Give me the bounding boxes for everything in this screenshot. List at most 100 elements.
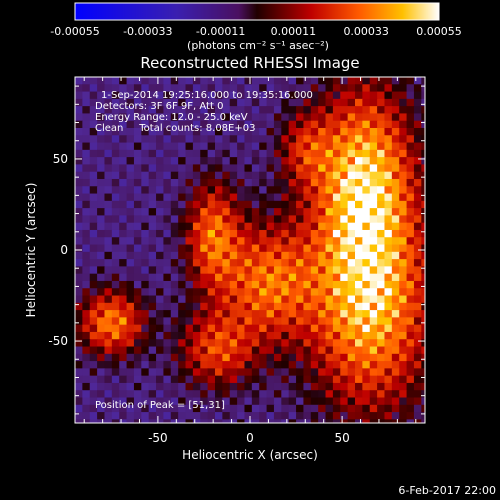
heatmap-cell [391,84,400,93]
heatmap-cell [281,84,290,93]
heatmap-cell [207,404,216,413]
heatmap-cell [421,251,425,260]
heatmap-cell [421,222,425,231]
heatmap-cell [340,120,349,129]
heatmap-cell [406,266,415,275]
heatmap-cell [200,98,209,107]
heatmap-cell [259,382,268,391]
heatmap-cell [75,142,83,151]
heatmap-cell [296,266,305,275]
heatmap-cell [215,419,223,423]
heatmap-cell [288,193,297,202]
heatmap-cell [296,77,305,85]
heatmap-cell [273,295,282,304]
heatmap-cell [355,237,363,246]
heatmap-cell [207,149,216,158]
heatmap-cell [244,215,253,224]
heatmap-cell [406,412,415,420]
heatmap-cell [119,113,128,122]
heatmap-cell [207,331,216,340]
heatmap-cell [251,397,260,406]
heatmap-cell [384,157,393,166]
heatmap-cell [273,171,282,180]
heatmap-cell [259,273,268,282]
heatmap-cell [266,382,275,391]
heatmap-cell [369,361,378,369]
heatmap-cell [104,171,113,180]
heatmap-cell [170,390,179,399]
heatmap-cell [126,353,135,362]
heatmap-cell [259,200,268,209]
heatmap-cell [133,266,142,275]
heatmap-cell [273,120,282,129]
heatmap-cell [355,412,363,420]
heatmap-cell [384,120,393,129]
heatmap-cell [318,331,327,340]
heatmap-cell [75,419,83,423]
heatmap-cell [384,302,393,311]
heatmap-cell [229,382,238,391]
heatmap-cell [355,77,363,85]
heatmap-cell [273,361,282,369]
heatmap-cell [215,244,223,253]
heatmap-cell [119,251,128,260]
heatmap-cell [222,331,231,340]
heatmap-cell [178,302,187,311]
heatmap-cell [384,310,393,318]
heatmap-cell [222,375,231,384]
heatmap-cell [266,237,275,246]
heatmap-cell [133,222,142,231]
heatmap-cell [119,84,128,93]
heatmap-cell [377,127,386,136]
heatmap-cell [369,280,378,289]
x-tick-label: 50 [334,431,349,445]
heatmap-cell [133,339,142,348]
heatmap-cell [362,98,371,107]
heatmap-cell [259,266,268,275]
heatmap-cell [148,375,157,384]
heatmap-cell [340,324,349,333]
heatmap-cell [229,127,238,136]
heatmap-cell [288,127,297,136]
heatmap-cell [192,84,201,93]
heatmap-cell [251,346,260,355]
heatmap-cell [244,390,253,399]
heatmap-cell [163,317,172,326]
heatmap-cell [192,215,201,224]
heatmap-cell [266,229,275,238]
heatmap-cell [119,273,128,282]
heatmap-cell [421,113,425,122]
heatmap-cell [192,382,201,391]
heatmap-cell [119,361,128,369]
heatmap-cell [406,324,415,333]
heatmap-cell [141,113,150,122]
heatmap-cell [391,229,400,238]
heatmap-cell [413,171,422,180]
heatmap-cell [229,324,238,333]
heatmap-cell [237,77,246,85]
time-range-text: 1-Sep-2014 19:25:16.000 to 19:35:16.000 [101,90,313,101]
heatmap-cell [273,397,282,406]
heatmap-cell [126,368,135,377]
heatmap-cell [391,353,400,362]
heatmap-cell [237,361,246,369]
heatmap-cell [178,412,187,420]
heatmap-cell [148,280,157,289]
heatmap-cell [288,84,297,93]
heatmap-cell [288,419,297,423]
heatmap-cell [170,178,179,187]
heatmap-cell [156,208,165,216]
heatmap-cell [347,382,356,391]
heatmap-cell [259,397,268,406]
heatmap-cell [229,353,238,362]
heatmap-cell [310,259,319,267]
heatmap-cell [303,157,312,166]
heatmap-cell [185,237,194,246]
heatmap-cell [318,288,327,297]
heatmap-cell [384,215,393,224]
heatmap-cell [156,229,165,238]
heatmap-cell [251,200,260,209]
heatmap-cell [97,113,106,122]
heatmap-cell [163,229,172,238]
heatmap-cell [200,186,209,195]
